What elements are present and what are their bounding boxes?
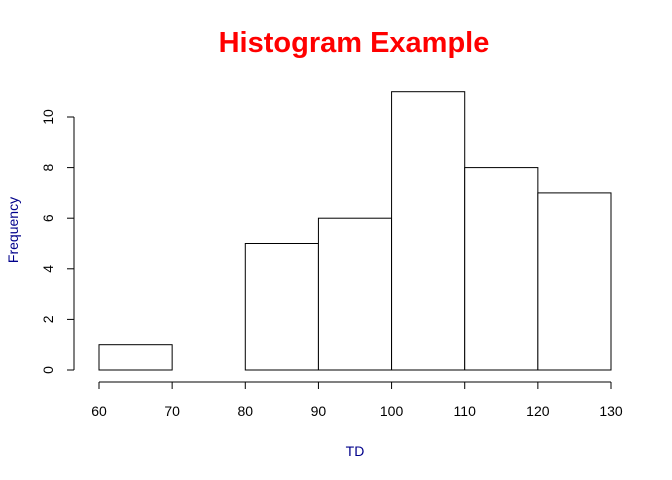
x-tick-label: 70	[164, 403, 180, 419]
histogram-bar-100-110	[391, 91, 466, 371]
x-tick-label: 60	[91, 403, 107, 419]
histogram-bar-120-130	[537, 192, 612, 371]
x-tick-label: 90	[311, 403, 327, 419]
y-tick-label: 2	[40, 315, 56, 323]
y-axis-label: Frequency	[5, 197, 21, 263]
y-tick-label: 6	[40, 214, 56, 222]
histogram-bar-90-100	[317, 217, 393, 371]
x-tick-label: 110	[454, 403, 477, 419]
y-tick-label: 8	[40, 163, 56, 171]
chart-title: Histogram Example	[219, 27, 490, 59]
histogram-bar-60-70	[98, 344, 173, 371]
x-tick-label: 130	[599, 403, 623, 419]
x-tick-label: 120	[526, 403, 550, 419]
histogram-bar-110-120	[464, 167, 539, 371]
x-axis-label: TD	[346, 443, 365, 459]
y-tick-label: 10	[40, 109, 56, 125]
y-axis: 0 2 4 6 8 10	[40, 109, 75, 374]
x-axis: 60 70 80 90 100 110 120 130	[91, 381, 623, 419]
x-tick-label: 80	[237, 403, 253, 419]
bars-group	[98, 91, 612, 371]
y-tick-label: 0	[40, 366, 56, 374]
histogram-bar-80-90	[244, 243, 319, 371]
x-tick-label: 100	[380, 403, 404, 419]
y-tick-label: 4	[40, 265, 56, 273]
